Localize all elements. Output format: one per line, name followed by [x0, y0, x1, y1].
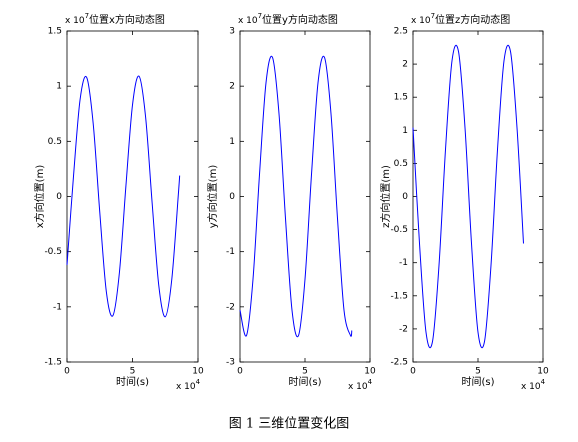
y-tick-label: 2	[402, 60, 408, 70]
y-tick-label: 2.5	[394, 27, 408, 37]
multiplier-exponent: 4	[541, 378, 546, 386]
multiplier-exponent: 7	[431, 12, 435, 20]
y-tick-label: -1	[53, 302, 62, 312]
y-tick-label: 0.5	[394, 159, 408, 169]
axis-multiplier: x 107	[238, 12, 262, 26]
y-tick-label: -1	[399, 258, 408, 268]
chart-title: 位置y方向动态图	[262, 13, 338, 26]
x-tick-label: 5	[302, 367, 308, 377]
y-tick-label: 1.5	[48, 27, 62, 37]
y-tick-label: -1.5	[44, 358, 62, 368]
y-tick-label: 1	[56, 82, 62, 92]
data-line	[412, 44, 524, 349]
y-tick-label: 0	[56, 192, 62, 202]
y-tick-label: 0.5	[48, 137, 62, 147]
y-tick-label: 3	[229, 27, 235, 37]
x-tick-label: 10	[192, 367, 204, 377]
y-tick-label: 1.5	[394, 93, 408, 103]
multiplier-base: x 10	[411, 16, 431, 26]
multiplier-base: x 10	[65, 16, 85, 26]
caption: 图 1 三维位置变化图	[229, 416, 350, 432]
y-tick-label: -2	[226, 302, 235, 312]
chart-title: 位置x方向动态图	[89, 13, 165, 26]
axes-box	[412, 30, 544, 363]
x-tick-label: 5	[475, 367, 481, 377]
y-axis-label: x方向位置(m)	[33, 165, 46, 229]
axis-multiplier: x 104	[176, 378, 201, 392]
axis-multiplier: x 107	[411, 12, 435, 26]
multiplier-base: x 10	[348, 382, 368, 392]
multiplier-exponent: 7	[85, 12, 89, 20]
y-tick-label: -1.5	[390, 291, 408, 301]
y-tick-label: 0	[402, 192, 408, 202]
y-tick-label: 0	[229, 192, 235, 202]
y-tick-label: -2.5	[390, 358, 408, 368]
y-tick-label: -0.5	[390, 225, 408, 235]
x-axis-label: 时间(s)	[116, 375, 149, 388]
data-line	[66, 75, 181, 318]
multiplier-base: x 10	[521, 382, 541, 392]
y-tick-label: -2	[399, 324, 408, 334]
multiplier-exponent: 7	[258, 12, 262, 20]
axis-multiplier: x 107	[65, 12, 89, 26]
y-tick-label: -1	[226, 247, 235, 257]
x-tick-label: 0	[237, 367, 243, 377]
x-axis-label: 时间(s)	[288, 375, 321, 388]
x-tick-label: 10	[537, 367, 549, 377]
y-tick-label: 1	[229, 137, 235, 147]
axis-multiplier: x 104	[348, 378, 373, 392]
multiplier-base: x 10	[176, 382, 196, 392]
y-tick-label: -0.5	[44, 247, 62, 257]
y-tick-label: 2	[229, 82, 235, 92]
chart-title: 位置z方向动态图	[435, 13, 510, 26]
multiplier-base: x 10	[238, 16, 258, 26]
x-tick-label: 0	[64, 367, 70, 377]
x-tick-label: 5	[130, 367, 136, 377]
data-line	[239, 55, 353, 338]
multiplier-exponent: 4	[368, 378, 373, 386]
axes-box	[239, 30, 371, 363]
y-tick-label: -3	[226, 358, 235, 368]
y-axis-label: y方向位置(m)	[206, 165, 219, 229]
y-tick-label: 1	[402, 126, 408, 136]
axis-multiplier: x 104	[521, 378, 546, 392]
multiplier-exponent: 4	[196, 378, 201, 386]
x-tick-label: 10	[364, 367, 376, 377]
x-tick-label: 0	[410, 367, 416, 377]
y-axis-label: z方向位置(m)	[379, 165, 392, 228]
x-axis-label: 时间(s)	[461, 375, 494, 388]
